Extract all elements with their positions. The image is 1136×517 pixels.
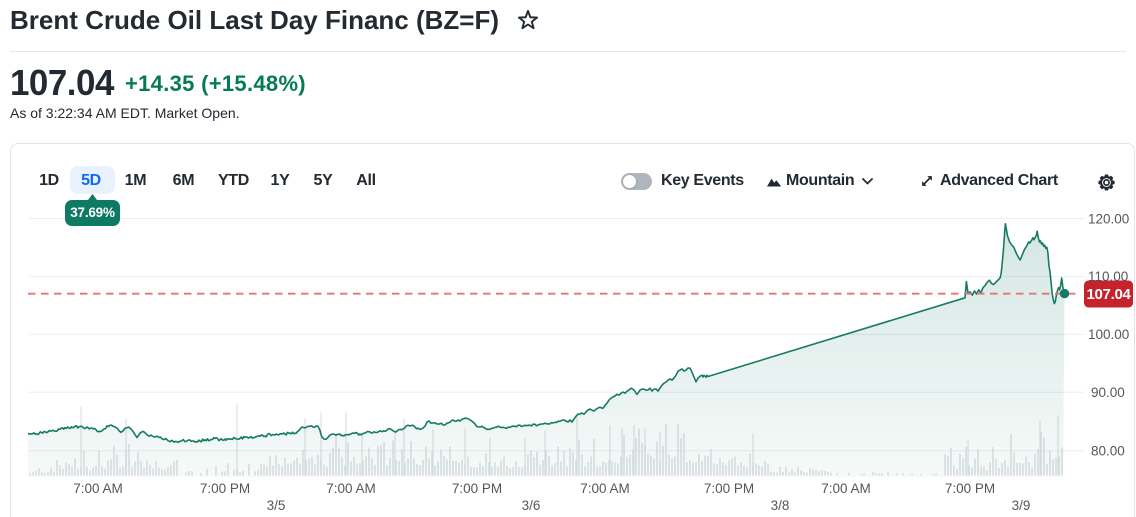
svg-text:7:00 PM: 7:00 PM	[200, 481, 250, 496]
svg-text:120.00: 120.00	[1088, 211, 1129, 226]
svg-text:7:00 AM: 7:00 AM	[73, 481, 123, 496]
svg-text:110.00: 110.00	[1088, 269, 1128, 284]
svg-text:7:00 AM: 7:00 AM	[821, 481, 871, 496]
svg-text:3/9: 3/9	[1012, 498, 1031, 513]
svg-text:90.00: 90.00	[1091, 385, 1125, 400]
svg-text:100.00: 100.00	[1088, 327, 1129, 342]
svg-text:7:00 PM: 7:00 PM	[452, 481, 502, 496]
svg-text:7:00 AM: 7:00 AM	[580, 481, 630, 496]
svg-text:80.00: 80.00	[1091, 444, 1125, 459]
svg-text:3/6: 3/6	[522, 498, 541, 513]
svg-text:7:00 AM: 7:00 AM	[326, 481, 376, 496]
svg-text:107.04: 107.04	[1086, 286, 1131, 303]
svg-text:7:00 PM: 7:00 PM	[945, 481, 995, 496]
svg-text:3/8: 3/8	[771, 498, 790, 513]
svg-text:7:00 PM: 7:00 PM	[704, 481, 754, 496]
svg-text:3/5: 3/5	[267, 498, 286, 513]
